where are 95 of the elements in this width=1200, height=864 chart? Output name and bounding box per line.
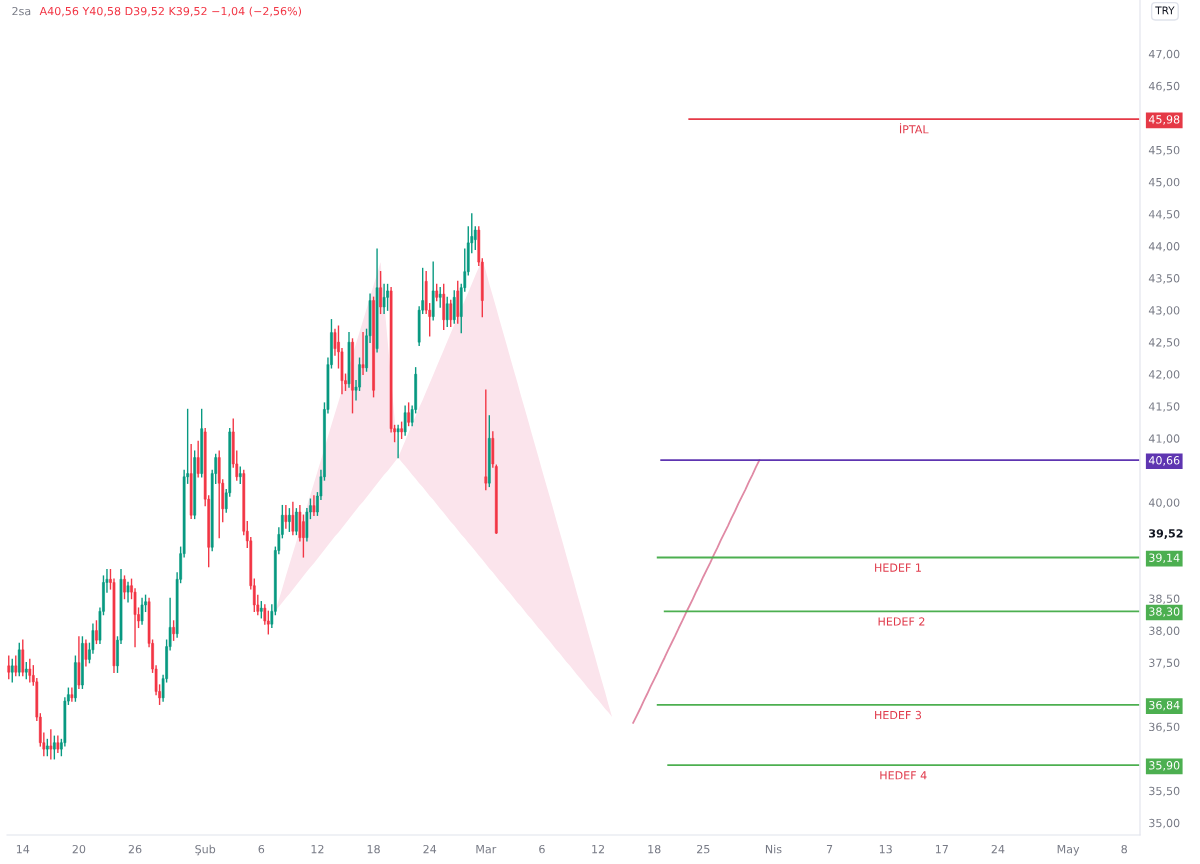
y-tick-label: 38,30 [1149,607,1180,617]
y-tick-label: 39,14 [1149,553,1180,564]
y-axis-title: TRY [1155,6,1175,15]
candlestick [49,729,53,760]
candlestick [7,655,11,680]
candlestick [70,687,74,702]
y-tick-label: 40,66 [1148,456,1180,466]
series-label: HEDEF 1 [875,563,921,572]
y-tick-label: 37,50 [1149,658,1180,669]
x-tick-label: Mar [476,845,497,854]
candlestick [407,402,410,427]
candlestick [351,338,354,414]
y-tick-label: 36,84 [1149,700,1180,711]
y-tick-label: 39,52 [1149,529,1183,539]
candlestick [291,501,295,536]
candlestick [295,508,298,536]
x-tick-label: 12 [311,844,324,854]
x-tick-label: 6 [539,844,545,854]
y-tick-label: 43,50 [1148,274,1180,284]
series-label: HEDEF 4 [880,771,927,780]
candlestick [302,514,305,558]
candlestick [172,620,175,641]
y-tick-label: 42,50 [1148,338,1180,348]
x-tick-label: 8 [1121,844,1127,854]
line-series [632,459,761,724]
x-tick-label: 12 [592,844,605,854]
y-tick-label: 41,50 [1148,402,1180,412]
candlestick [123,575,126,600]
x-tick-label: 26 [128,844,142,854]
y-tick-label: 36,50 [1149,722,1180,733]
y-tick-label: 35,90 [1149,761,1180,771]
y-tick-label: 35,50 [1149,786,1180,797]
candlestick [396,424,400,459]
y-tick-label: 46,50 [1148,81,1180,92]
x-tick-label: 13 [879,844,892,854]
candlestick [10,658,14,683]
candlestick [74,655,77,702]
candlestick [140,597,144,625]
candlestick [372,296,375,398]
candlestick [452,290,456,324]
candlestick [312,495,316,516]
candlestick [361,331,365,375]
candlestick [445,296,449,327]
chart-title: 2sa [12,6,31,16]
candlestick [77,636,81,689]
x-tick-label: 20 [72,844,86,854]
candlestick [126,581,130,603]
candlestick [400,421,403,440]
candlestick [28,658,32,683]
y-tick-label: 45,00 [1148,177,1180,188]
series-label: İPTAL [899,123,929,134]
y-tick-label: 40,00 [1148,498,1180,508]
y-tick-label: 41,00 [1148,434,1180,444]
candlestick [288,508,291,532]
y-tick-label: 43,00 [1148,306,1180,316]
x-tick-label: 24 [423,844,437,854]
x-tick-label: May [1057,845,1080,856]
x-tick-label: Nis [765,844,782,854]
candlestick [386,283,389,311]
candlestick [379,271,382,315]
x-tick-label: 18 [648,844,661,854]
y-tick-label: 45,98 [1148,115,1180,125]
candlestick [449,299,453,327]
x-tick-label: 17 [935,845,948,854]
y-tick-label: 45,50 [1148,145,1180,156]
y-tick-label: 38,00 [1149,626,1180,637]
y-tick-label: 47,00 [1148,49,1180,60]
candlestick [81,636,84,689]
candlestick [382,283,386,315]
candlestick [403,405,407,436]
x-tick-label: 18 [367,844,380,854]
candlestick [52,735,56,760]
x-tick-label: 25 [697,844,710,854]
candlestick [284,504,288,529]
series-label: HEDEF 2 [878,617,925,626]
x-tick-label: Şub [195,844,216,856]
y-tick-label: 44,00 [1148,242,1180,252]
x-tick-label: 24 [991,844,1005,854]
y-tick-label: 38,50 [1149,594,1180,605]
y-tick-label: 42,00 [1148,370,1180,380]
candlestick [438,287,442,308]
y-tick-label: 35,00 [1149,818,1180,829]
text: A40,56 Y40,58 D39,52 K39,52 −1,04 (−2,56%) [39,6,302,17]
candlestick [14,655,18,677]
series-label: HEDEF 3 [875,710,922,720]
candlestick [196,440,200,478]
x-tick-label: 7 [826,845,833,854]
candlestick [17,642,21,677]
candlestick [473,226,477,250]
candlestick [95,620,98,645]
x-tick-label: 14 [16,845,30,854]
candlestick [84,639,88,667]
x-tick-label: 6 [258,844,265,854]
y-tick-label: 44,50 [1148,210,1180,220]
candlestick [21,639,25,677]
